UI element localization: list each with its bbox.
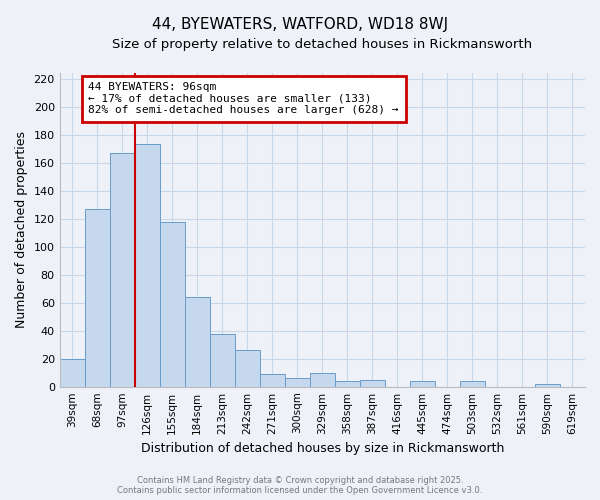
Bar <box>335 381 360 386</box>
Bar <box>535 384 560 386</box>
Bar <box>59 359 85 386</box>
Bar <box>260 374 285 386</box>
Bar <box>185 298 210 386</box>
Bar <box>310 372 335 386</box>
Bar <box>160 222 185 386</box>
Text: 44 BYEWATERS: 96sqm
← 17% of detached houses are smaller (133)
82% of semi-detac: 44 BYEWATERS: 96sqm ← 17% of detached ho… <box>88 82 399 116</box>
Y-axis label: Number of detached properties: Number of detached properties <box>15 131 28 328</box>
Bar <box>235 350 260 386</box>
Bar <box>460 381 485 386</box>
Text: Contains HM Land Registry data © Crown copyright and database right 2025.
Contai: Contains HM Land Registry data © Crown c… <box>118 476 482 495</box>
X-axis label: Distribution of detached houses by size in Rickmansworth: Distribution of detached houses by size … <box>140 442 504 455</box>
Bar <box>285 378 310 386</box>
Bar <box>135 144 160 386</box>
Text: 44, BYEWATERS, WATFORD, WD18 8WJ: 44, BYEWATERS, WATFORD, WD18 8WJ <box>152 18 448 32</box>
Bar <box>410 381 435 386</box>
Bar <box>85 210 110 386</box>
Bar <box>210 334 235 386</box>
Title: Size of property relative to detached houses in Rickmansworth: Size of property relative to detached ho… <box>112 38 532 51</box>
Bar <box>360 380 385 386</box>
Bar <box>110 154 135 386</box>
